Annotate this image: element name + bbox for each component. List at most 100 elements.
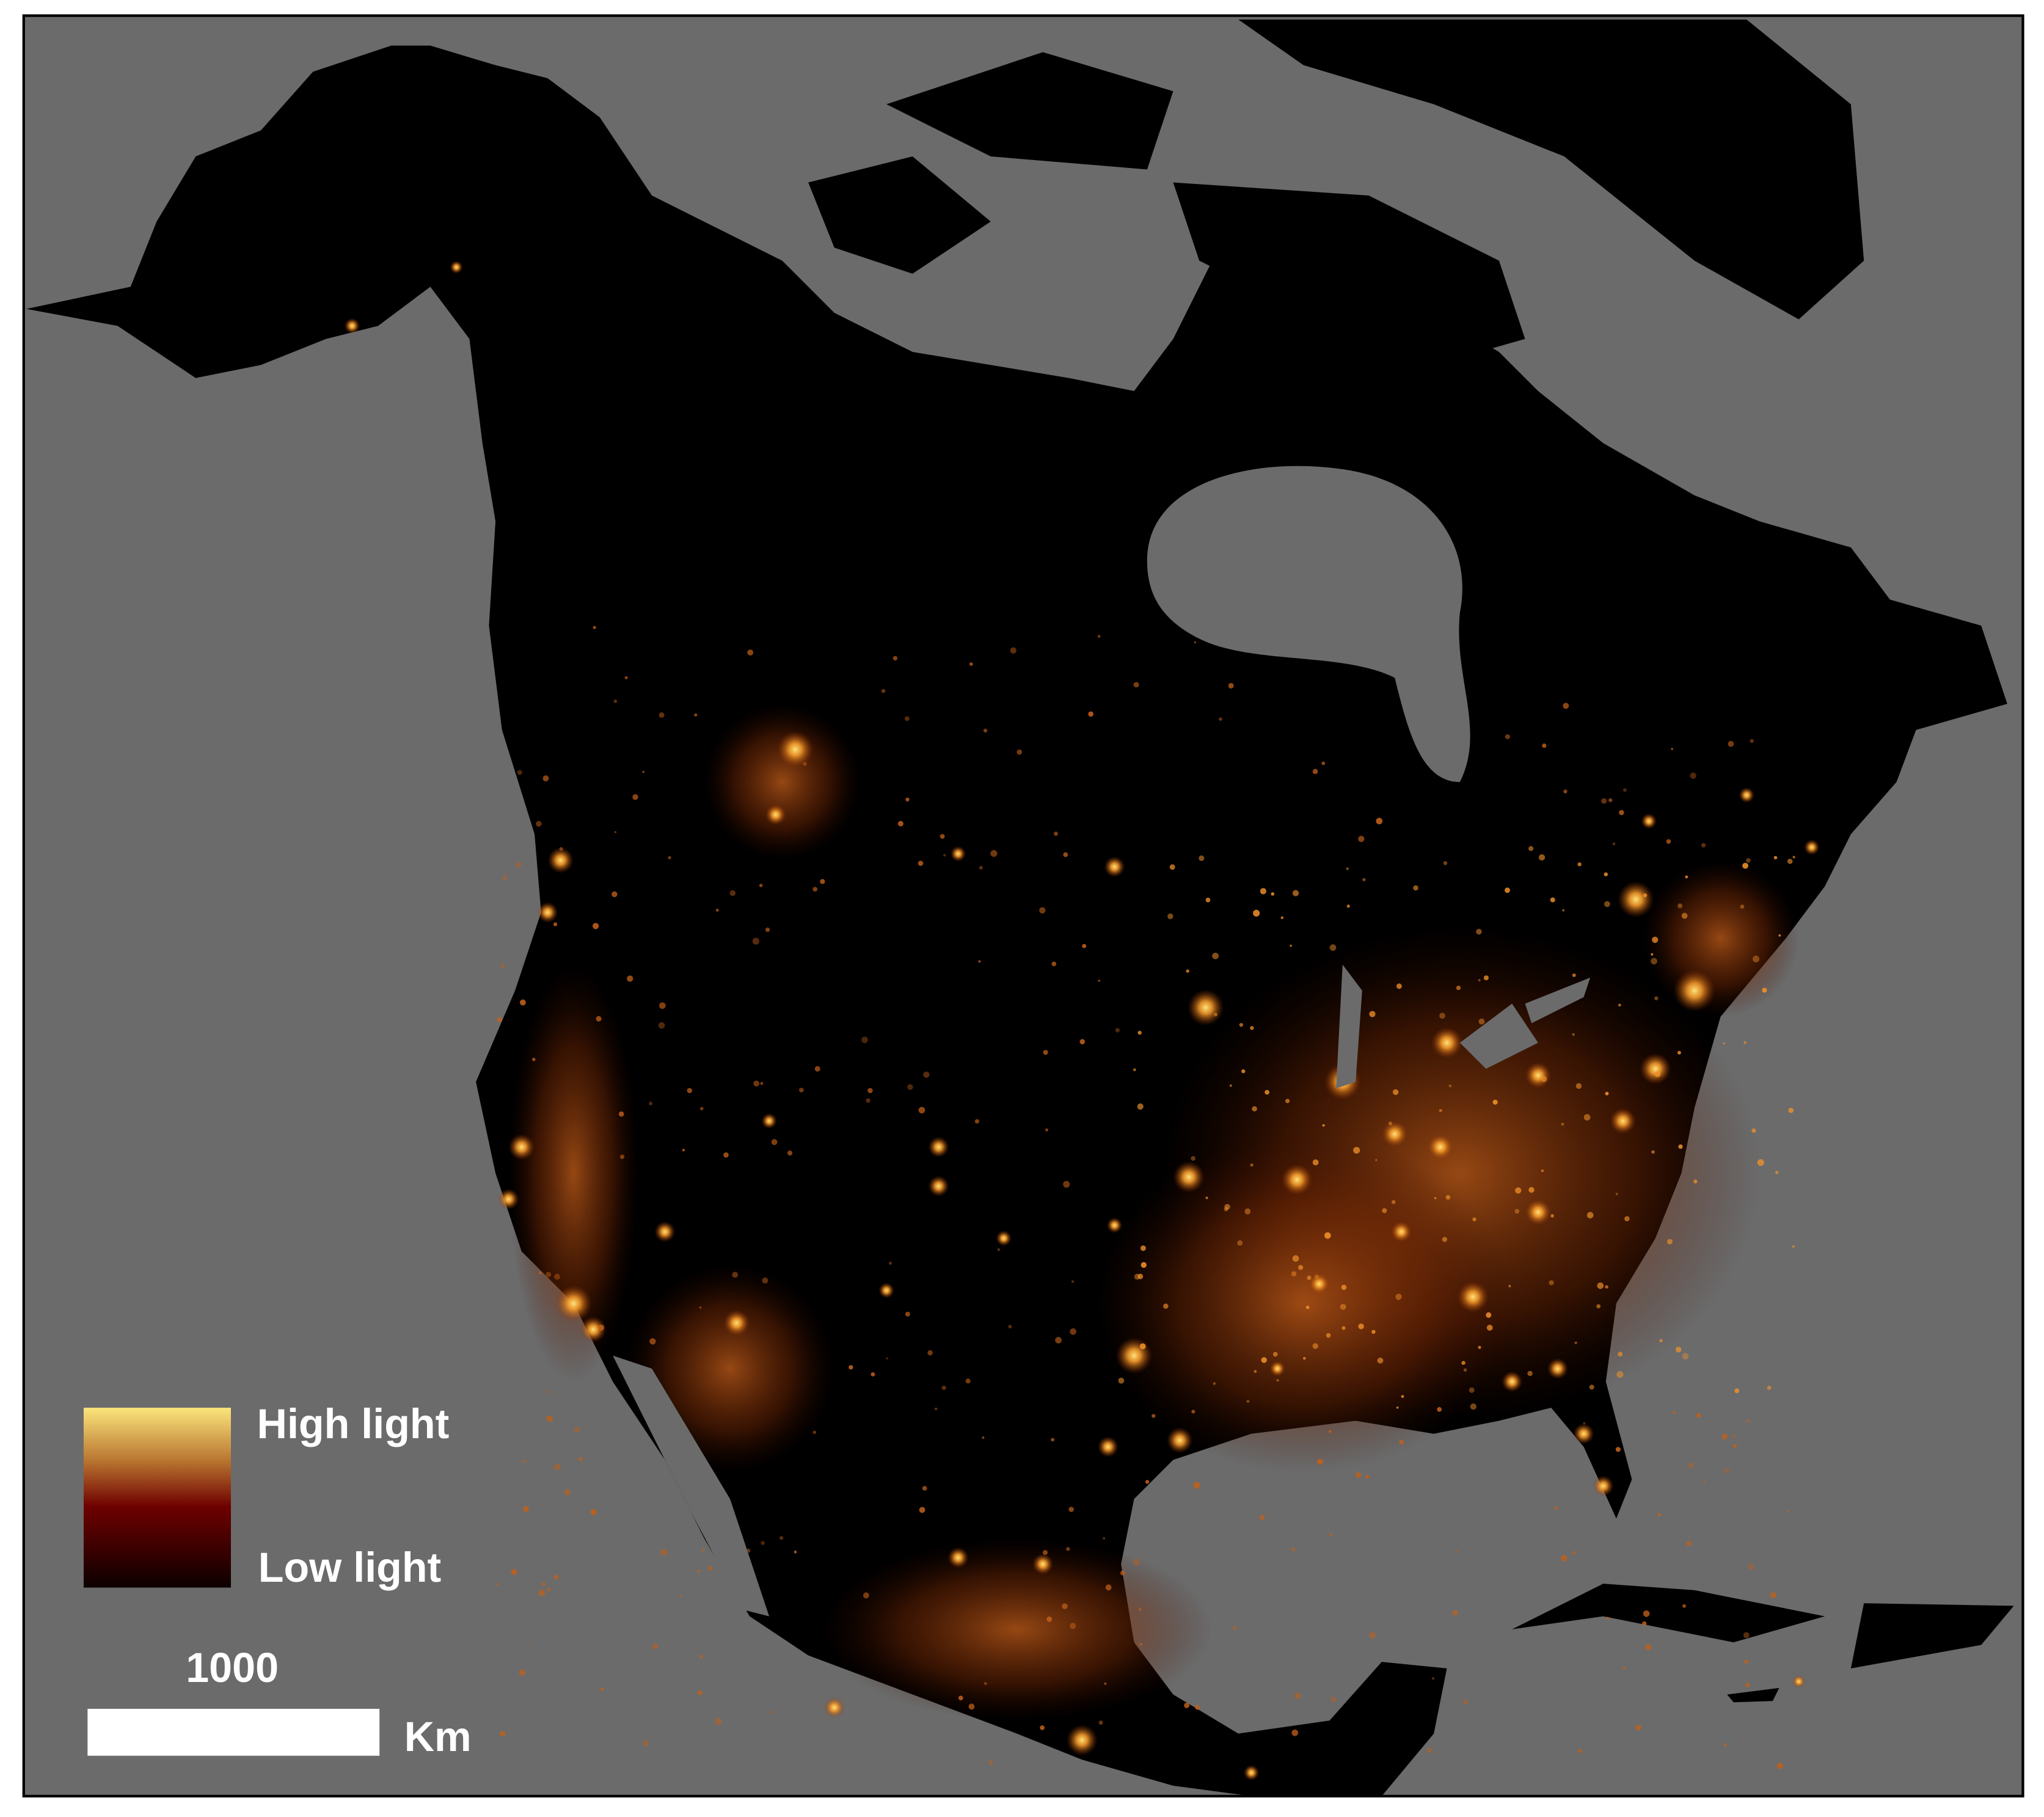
- island: [1512, 1584, 1825, 1643]
- small-light: [1769, 1592, 1776, 1599]
- city-light: [344, 318, 360, 334]
- small-light: [1066, 1547, 1070, 1551]
- small-light: [1353, 1147, 1360, 1154]
- small-light: [1140, 1245, 1146, 1251]
- small-light: [1252, 1106, 1257, 1112]
- small-light: [700, 1106, 704, 1111]
- small-light: [1583, 1422, 1586, 1425]
- small-light: [1079, 1039, 1086, 1045]
- small-light: [1728, 740, 1734, 747]
- small-light: [974, 1119, 980, 1124]
- small-light: [1167, 913, 1173, 919]
- island: [1877, 612, 1995, 730]
- small-light: [1486, 1312, 1492, 1318]
- small-light: [697, 1690, 703, 1695]
- small-light: [1133, 1068, 1136, 1072]
- small-light: [1462, 1699, 1469, 1705]
- small-light: [596, 1016, 602, 1022]
- small-light: [1346, 904, 1350, 908]
- island: [886, 52, 1173, 170]
- small-light: [1583, 1436, 1586, 1439]
- small-light: [1563, 789, 1568, 794]
- small-light: [1219, 717, 1222, 721]
- small-light: [1461, 1361, 1465, 1365]
- small-light: [1322, 1124, 1325, 1127]
- small-light: [919, 1507, 925, 1513]
- small-light: [1169, 864, 1175, 870]
- small-light: [1329, 944, 1337, 951]
- city-light: [1106, 1217, 1123, 1234]
- small-light: [1261, 1357, 1267, 1363]
- city-light: [761, 1113, 777, 1129]
- small-light: [554, 1273, 560, 1280]
- small-light: [516, 861, 522, 868]
- small-light: [1152, 1414, 1156, 1418]
- city-light: [498, 1188, 519, 1210]
- small-light: [1103, 1537, 1106, 1540]
- small-light: [1241, 1069, 1246, 1073]
- small-light: [687, 1088, 693, 1094]
- small-light: [1443, 861, 1448, 865]
- scale-unit: Km: [404, 1714, 472, 1760]
- small-light: [1212, 952, 1219, 959]
- small-light: [1687, 1462, 1694, 1469]
- small-light: [1369, 1632, 1376, 1639]
- city-light: [1804, 839, 1820, 855]
- city-light: [765, 804, 786, 825]
- small-light: [760, 1081, 764, 1085]
- small-light: [1572, 973, 1576, 978]
- city-light: [1032, 1554, 1054, 1575]
- small-light: [619, 1154, 625, 1160]
- small-light: [1618, 1003, 1621, 1007]
- small-light: [1787, 858, 1793, 865]
- small-light: [593, 923, 599, 929]
- small-light: [1346, 867, 1349, 871]
- small-light: [1371, 1329, 1376, 1334]
- small-light: [1437, 1407, 1442, 1412]
- small-light: [1199, 855, 1205, 861]
- small-light: [597, 1324, 605, 1331]
- small-light: [1742, 863, 1748, 869]
- small-light: [1290, 945, 1292, 947]
- small-light: [1701, 843, 1706, 848]
- small-light: [803, 762, 807, 766]
- small-light: [1554, 1506, 1558, 1510]
- small-light: [1643, 1610, 1650, 1617]
- small-light: [593, 626, 596, 629]
- small-light: [1051, 961, 1057, 967]
- small-light: [1265, 1089, 1269, 1095]
- small-light: [1541, 1076, 1547, 1082]
- small-light: [1017, 749, 1022, 755]
- small-light: [1476, 929, 1482, 935]
- small-light: [694, 713, 698, 717]
- small-light: [1657, 1513, 1662, 1517]
- small-light: [546, 1415, 553, 1422]
- small-light: [1538, 854, 1546, 861]
- small-light: [564, 1489, 571, 1496]
- gulf-of-california: [613, 1355, 770, 1617]
- city-light: [1525, 1062, 1552, 1089]
- small-light: [881, 689, 886, 693]
- small-light: [1194, 641, 1197, 644]
- small-light: [1382, 1208, 1387, 1213]
- small-light: [1399, 1439, 1404, 1445]
- small-light: [871, 1372, 875, 1376]
- small-light: [1139, 1642, 1143, 1646]
- small-light: [1635, 1724, 1641, 1731]
- small-light: [1237, 1240, 1243, 1246]
- small-light: [715, 908, 719, 912]
- small-light: [553, 1574, 559, 1580]
- small-light: [1612, 842, 1616, 846]
- small-light: [897, 821, 903, 827]
- small-light: [536, 821, 542, 827]
- small-light: [1291, 1547, 1296, 1552]
- small-light: [1583, 1114, 1591, 1121]
- small-light: [1654, 996, 1659, 1001]
- small-light: [922, 1486, 927, 1491]
- small-light: [940, 834, 945, 839]
- small-light: [1608, 798, 1613, 802]
- small-light: [1642, 1621, 1647, 1626]
- small-light: [765, 927, 770, 932]
- small-light: [1750, 739, 1754, 744]
